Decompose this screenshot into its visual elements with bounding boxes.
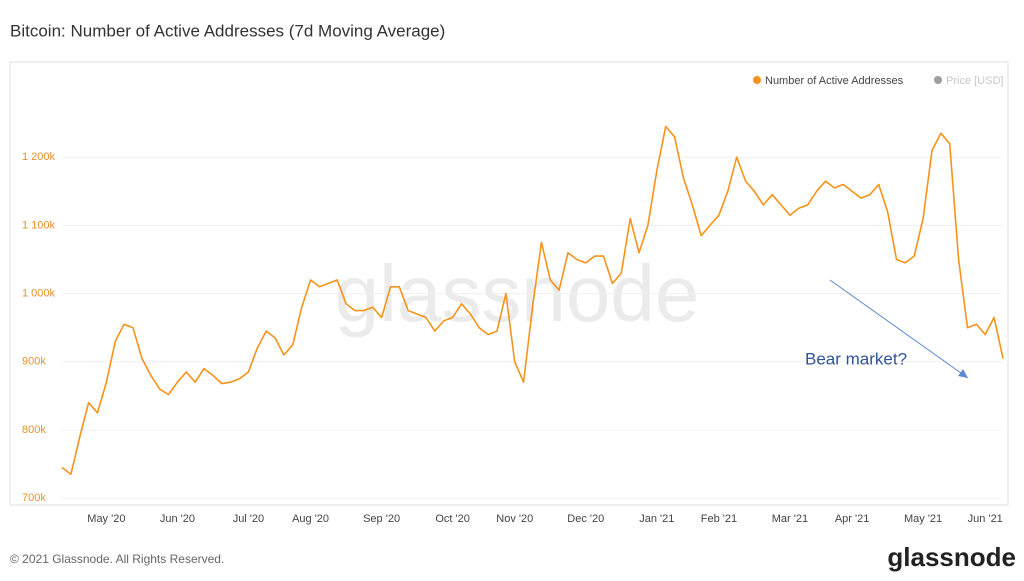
x-tick-label: Oct '20	[435, 513, 470, 525]
x-tick-label: Jan '21	[639, 513, 674, 525]
x-tick-label: May '21	[904, 513, 942, 525]
legend-marker	[753, 76, 761, 84]
y-tick-label: 700k	[22, 492, 46, 504]
data-line	[61, 125, 1004, 476]
x-tick-label: Aug '20	[292, 513, 329, 525]
x-tick-label: Dec '20	[567, 513, 604, 525]
chart-frame	[9, 61, 1009, 506]
x-tick-label: Nov '20	[496, 513, 533, 525]
annotation-arrowhead	[958, 369, 968, 378]
x-tick-label: Mar '21	[772, 513, 808, 525]
footer: © 2021 Glassnode. All Rights Reserved.	[10, 552, 224, 566]
legend-label-hidden: Price [USD]	[946, 75, 1003, 87]
x-tick-label: Jun '21	[968, 513, 1003, 525]
x-tick-label: Feb '21	[701, 513, 737, 525]
y-tick-label: 1 100k	[22, 219, 56, 231]
legend-marker-hidden	[934, 76, 942, 84]
brand-logo: glassnode	[887, 542, 1016, 572]
x-tick-label: May '20	[87, 513, 125, 525]
y-tick-label: 900k	[22, 356, 46, 368]
x-tick-label: Jul '20	[233, 513, 264, 525]
x-tick-label: Apr '21	[835, 513, 870, 525]
chart-title: Bitcoin: Number of Active Addresses (7d …	[10, 21, 445, 40]
grid	[62, 156, 1003, 499]
y-tick-label: 800k	[22, 424, 46, 436]
x-tick-label: Sep '20	[363, 513, 400, 525]
y-tick-label: 1 200k	[22, 151, 56, 163]
x-tick-label: Jun '20	[160, 513, 195, 525]
annotation-arrow	[829, 279, 969, 379]
y-tick-label: 1 000k	[22, 287, 56, 299]
legend-label: Number of Active Addresses	[765, 75, 904, 87]
annotation: Bear market?	[805, 349, 907, 368]
